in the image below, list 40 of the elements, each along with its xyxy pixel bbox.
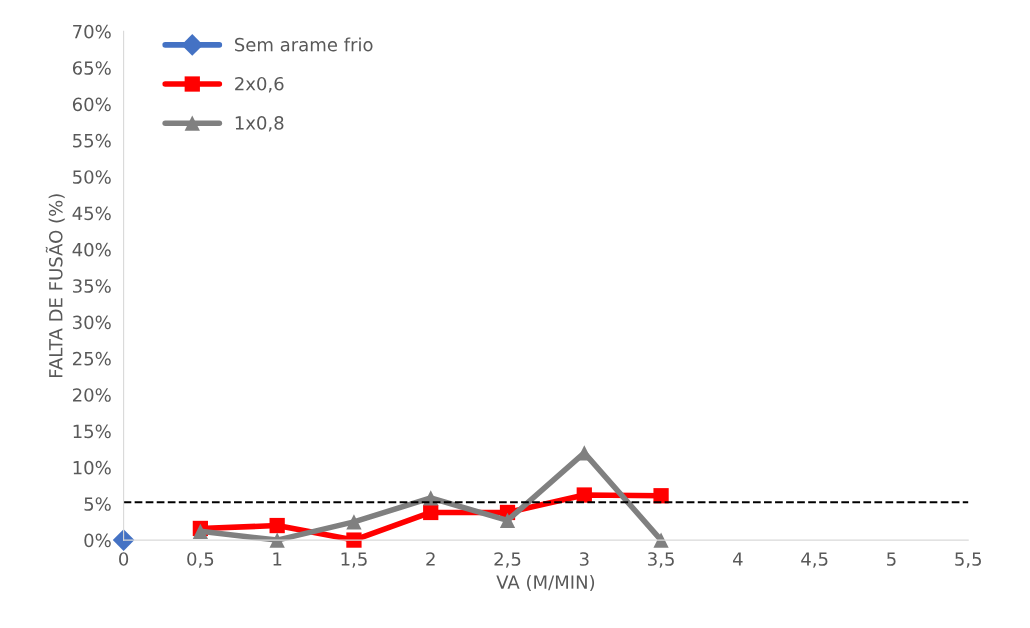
x-tick-label: 0,5: [187, 552, 214, 568]
point: [269, 517, 285, 534]
x-tick-label: 4: [732, 552, 743, 566]
x-tick-label: 1: [273, 552, 282, 566]
x-tick-label: 4,5: [801, 552, 828, 568]
y-tick-label: 20%: [72, 388, 111, 402]
y-tick-label: 30%: [73, 315, 111, 330]
y-tick-label: 65%: [72, 61, 111, 75]
point: [423, 504, 439, 521]
y-axis-title: FALTA DE FUSÃO (%): [45, 194, 65, 377]
x-axis-title: VA (M/MIN): [496, 574, 595, 592]
point: [346, 532, 362, 548]
y-tick-label: 5%: [84, 497, 111, 511]
legend-label: 2x0,6: [235, 76, 284, 93]
point: [269, 532, 285, 548]
legend-label: Sem arame frio: [234, 37, 373, 52]
x-tick-label: 5,5: [955, 552, 981, 568]
y-tick-label: 25%: [72, 351, 111, 366]
y-tick-label: 55%: [73, 133, 111, 148]
y-tick-label: 15%: [73, 424, 111, 439]
x-tick-label: 1,5: [341, 552, 367, 568]
x-tick-label: 3,5: [648, 552, 674, 568]
y-tick-label: 35%: [73, 279, 111, 293]
x-tick-label: 0: [119, 552, 129, 566]
y-tick-label: 45%: [72, 206, 111, 221]
y-tick-label: 0%: [84, 533, 111, 548]
point: [499, 512, 516, 529]
y-tick-label: 10%: [73, 460, 111, 475]
x-tick-label: 3: [579, 552, 589, 566]
y-tick-label: 40%: [72, 242, 111, 257]
x-tick-label: 5: [887, 552, 896, 566]
y-tick-label: 50%: [73, 170, 111, 184]
y-tick-label: 70%: [73, 24, 111, 39]
y-tick-label: 60%: [72, 97, 111, 112]
point: [346, 514, 362, 530]
x-tick-label: 2: [426, 552, 435, 566]
legend-label: 1x0,8: [235, 116, 284, 132]
x-tick-label: 2,5: [494, 552, 521, 568]
point: [653, 532, 669, 548]
point: [112, 529, 135, 551]
